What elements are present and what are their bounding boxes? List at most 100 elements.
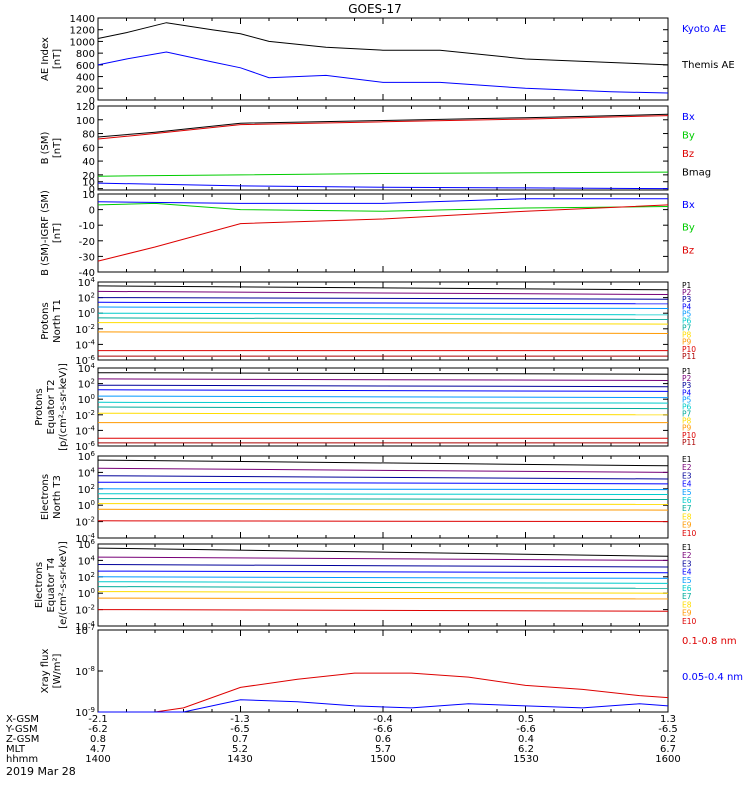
y-tick-label: -20 — [79, 237, 95, 248]
legend-E5: E5 — [682, 576, 692, 585]
orbit-cell: -6.5 — [658, 724, 678, 735]
y-tick-label: 1200 — [70, 26, 95, 37]
series-line-P5 — [97, 395, 669, 399]
y-tick-label: 100 — [78, 499, 95, 512]
legend-P5: P5 — [682, 395, 692, 404]
series-line-P1 — [97, 372, 669, 375]
series-line-E1 — [97, 459, 669, 467]
y-axis-label: North T3 — [52, 475, 63, 519]
y-tick-label: 10-4 — [75, 424, 95, 437]
y-axis-label: [nT] — [52, 223, 63, 243]
y-axis-label: AE Index — [40, 37, 51, 81]
series-line-P2 — [97, 378, 669, 381]
y-axis-label: Protons — [40, 302, 51, 339]
series-line-E3 — [97, 564, 669, 568]
y-tick-label: 400 — [76, 73, 95, 84]
legend-E2: E2 — [682, 551, 692, 560]
series-line-E2 — [97, 467, 669, 473]
y-axis-label: [W/m²] — [52, 653, 63, 688]
y-tick-label: 10 — [82, 190, 95, 201]
y-axis-label: [e/(cm²-s-sr-keV)] — [58, 541, 69, 629]
series-line-E10 — [97, 520, 669, 523]
legend-P3: P3 — [682, 381, 692, 390]
series-line-P3 — [97, 297, 669, 300]
series-line-P4 — [97, 301, 669, 305]
series-line-E4 — [97, 570, 669, 574]
series-line-E1 — [97, 547, 669, 557]
orbit-cell: -2.1 — [88, 714, 108, 725]
orbit-cell: -6.6 — [516, 724, 536, 735]
y-axis-label: Electrons — [34, 562, 45, 608]
legend-P3: P3 — [682, 295, 692, 304]
y-tick-label: 100 — [78, 393, 95, 406]
orbit-cell: -0.4 — [373, 714, 393, 725]
legend-By: By — [682, 223, 695, 234]
y-tick-label: 104 — [78, 362, 96, 375]
orbit-cell: 6.7 — [660, 744, 676, 755]
orbit-cell: 0.2 — [660, 734, 676, 745]
legend-E7: E7 — [682, 592, 692, 601]
y-axis-label: [nT] — [52, 49, 63, 69]
y-tick-label: 102 — [78, 483, 95, 496]
panel-frame — [97, 629, 669, 713]
plot-title: GOES-17 — [348, 2, 402, 16]
legend-P8: P8 — [682, 331, 692, 340]
orbit-cell: 4.7 — [90, 744, 106, 755]
legend-P9: P9 — [682, 338, 692, 347]
orbit-cell: 0.6 — [375, 734, 391, 745]
y-tick-label: 600 — [76, 61, 95, 72]
legend-P8: P8 — [682, 417, 692, 426]
series-line-Bmag — [97, 113, 669, 138]
series-line-P2 — [97, 290, 669, 295]
panel-8: 10-7 10-8 10-9 Xray flux [W/m²] 0.1-0.8 nm 0.0… — [40, 624, 743, 719]
legend-Bx: Bx — [682, 112, 695, 123]
series-line-E10 — [97, 609, 669, 612]
legend-P1: P1 — [682, 281, 692, 290]
legend-P2: P2 — [682, 374, 692, 383]
legend-E7: E7 — [682, 504, 692, 513]
orbit-cell: 0.5 — [518, 714, 534, 725]
y-tick-label: 800 — [76, 49, 95, 60]
orbit-cell: -6.5 — [230, 724, 250, 735]
date-label: 2019 Mar 28 — [6, 765, 76, 778]
legend-P9: P9 — [682, 424, 692, 433]
legend-By: By — [682, 131, 695, 142]
y-axis-label: B (SM) — [40, 131, 51, 164]
series-line-P5 — [97, 306, 669, 309]
panel-frame — [97, 105, 669, 191]
series-line-Bx — [97, 198, 668, 204]
legend-E9: E9 — [682, 609, 692, 618]
y-tick-label: -30 — [79, 252, 95, 263]
y-axis-label: Protons — [34, 388, 45, 425]
legend-Bmag: Bmag — [682, 168, 711, 179]
panel-frame — [97, 455, 669, 539]
orbit-cell: 1430 — [227, 754, 252, 765]
legend-E3: E3 — [682, 559, 692, 568]
legend-P7: P7 — [682, 410, 692, 419]
y-tick-label: 10-9 — [75, 706, 95, 719]
y-tick-label: 200 — [76, 84, 95, 95]
y-axis-label: North T1 — [52, 299, 63, 343]
legend-E8: E8 — [682, 600, 692, 609]
orbit-cell: -6.2 — [88, 724, 108, 735]
y-axis-label: [nT] — [52, 138, 63, 158]
y-tick-label: 10-4 — [75, 338, 95, 351]
series-line-P7 — [97, 406, 669, 410]
legend-P10: P10 — [682, 345, 696, 354]
y-tick-label: 100 — [78, 587, 95, 600]
series-line-By — [97, 171, 669, 177]
panel-frame — [97, 17, 669, 101]
legend-E4: E4 — [682, 568, 692, 577]
series-line-E7 — [97, 498, 669, 500]
legend-Bx: Bx — [682, 200, 695, 211]
y-tick-label: 102 — [78, 292, 95, 305]
legend-E4: E4 — [682, 480, 692, 489]
series-line-0.1-0.8 nm — [98, 672, 669, 713]
legend-P10: P10 — [682, 431, 696, 440]
series-line-E7 — [97, 586, 669, 589]
y-tick-label: 120 — [76, 102, 95, 113]
legend-P1: P1 — [682, 367, 692, 376]
legend-P11: P11 — [682, 438, 696, 447]
